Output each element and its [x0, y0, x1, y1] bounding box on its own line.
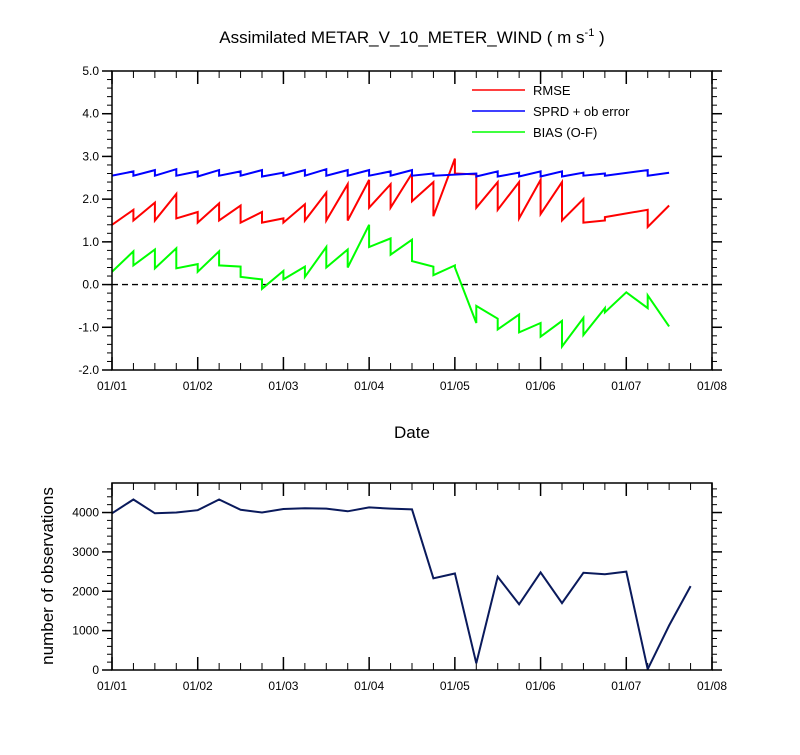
x-tick-label: 01/07 [611, 679, 641, 693]
x-tick-label: 01/06 [526, 679, 556, 693]
chart-title-main: Assimilated METAR_V_10_METER_WIND ( m s [219, 28, 584, 47]
y-tick-label: 3000 [72, 545, 99, 559]
y-tick-label: 3.0 [82, 149, 99, 163]
legend-label: SPRD + ob error [533, 104, 630, 119]
legend-label: BIAS (O-F) [533, 125, 597, 140]
x-tick-label: 01/03 [268, 379, 298, 393]
bottom-panel: 01/01 01/02 01/03 01/04 01/05 01/06 01/07 01/08… [72, 482, 727, 693]
y-tick-label: -2.0 [78, 363, 99, 377]
x-tick-label: 01/04 [354, 379, 384, 393]
bottom-y-axis-title: number of observations [38, 487, 57, 665]
top-panel: 01/01 01/02 01/03 01/04 01/05 01/06 01/07 01/08… [78, 64, 727, 393]
x-tick-label: 01/08 [697, 379, 727, 393]
x-tick-label: 01/04 [354, 679, 384, 693]
y-tick-label: 2.0 [82, 192, 99, 206]
series-group [112, 498, 692, 670]
series-line-rmse [112, 158, 670, 230]
y-tick-label: 2000 [72, 584, 99, 598]
x-tick-label: 01/05 [440, 379, 470, 393]
top-x-axis-title: Date [394, 423, 430, 442]
y-tick-label: 4000 [72, 506, 99, 520]
x-tick-label: 01/07 [611, 379, 641, 393]
x-tick-label: 01/06 [526, 379, 556, 393]
x-tick-label: 01/02 [183, 679, 213, 693]
x-tick-label: 01/01 [97, 379, 127, 393]
y-tick-label: 5.0 [82, 64, 99, 78]
x-tick-label: 01/08 [697, 679, 727, 693]
y-tick-label: -1.0 [78, 320, 99, 334]
chart-title-close: ) [594, 28, 604, 47]
plot-frame [111, 482, 713, 671]
series-group [112, 158, 670, 350]
chart-title: Assimilated METAR_V_10_METER_WIND ( m s-… [219, 27, 604, 47]
y-tick-label: 4.0 [82, 107, 99, 121]
y-tick-label: 1000 [72, 624, 99, 638]
y-tick-label: 1.0 [82, 235, 99, 249]
series-line-bias-o-f [112, 224, 670, 350]
y-tick-label: 0.0 [82, 278, 99, 292]
series-line-sprd-ob-error [112, 167, 670, 178]
x-tick-label: 01/02 [183, 379, 213, 393]
x-tick-label: 01/01 [97, 679, 127, 693]
chart-title-sup: -1 [585, 27, 595, 39]
x-tick-label: 01/05 [440, 679, 470, 693]
x-tick-label: 01/03 [268, 679, 298, 693]
series-line-observations [112, 498, 692, 670]
legend-label: RMSE [533, 83, 571, 98]
y-tick-label: 0 [92, 663, 99, 677]
plot-frame [111, 70, 713, 371]
